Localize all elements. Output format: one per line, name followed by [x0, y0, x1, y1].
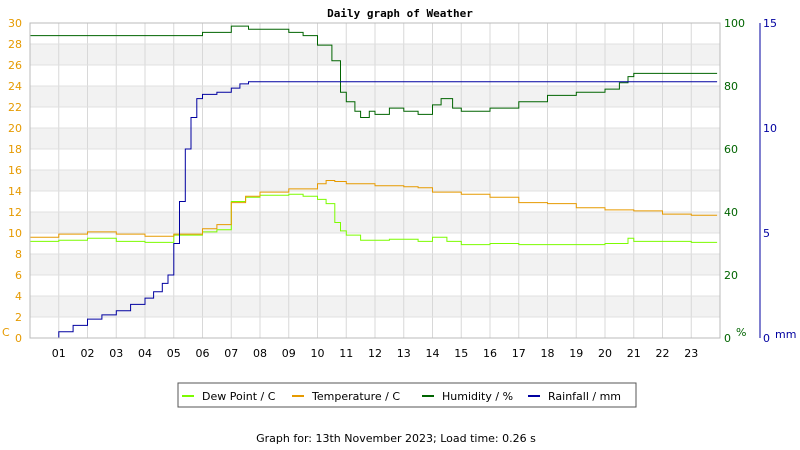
x-tick-label: 04 [138, 347, 152, 360]
x-tick-label: 22 [656, 347, 670, 360]
x-tick-label: 18 [541, 347, 555, 360]
rain-tick-label: 10 [763, 122, 777, 135]
legend: Dew Point / C Temperature / C Humidity / %… [177, 382, 637, 408]
x-tick-label: 14 [426, 347, 440, 360]
temp-tick-label: 30 [8, 17, 22, 30]
humidity-tick-label: 100 [724, 17, 745, 30]
x-tick-label: 11 [339, 347, 353, 360]
temp-tick-label: 12 [8, 206, 22, 219]
rain-tick-label: 15 [763, 17, 777, 30]
legend-label-2: Temperature / C [311, 390, 400, 403]
x-tick-label: 08 [253, 347, 267, 360]
temp-unit-label: C [2, 326, 10, 339]
temp-tick-label: 6 [15, 269, 22, 282]
plot-frame [29, 22, 721, 339]
temp-tick-label: 26 [8, 59, 22, 72]
legend-label-3: Humidity / % [442, 390, 513, 403]
x-tick-label: 19 [569, 347, 583, 360]
series-lines [30, 25, 718, 339]
rain-unit-label: mm [775, 328, 796, 341]
x-tick-label: 03 [109, 347, 123, 360]
x-tick-label: 20 [598, 347, 612, 360]
x-tick-label: 09 [282, 347, 296, 360]
x-tick-label: 16 [483, 347, 497, 360]
legend-label-1: Dew Point / C [202, 390, 276, 403]
x-tick-label: 05 [167, 347, 181, 360]
temp-tick-label: 2 [15, 311, 22, 324]
x-tick-label: 12 [368, 347, 382, 360]
x-tick-label: 02 [81, 347, 95, 360]
temp-tick-label: 8 [15, 248, 22, 261]
chart-title: Daily graph of Weather [327, 7, 473, 20]
temp-tick-label: 18 [8, 143, 22, 156]
temp-tick-label: 16 [8, 164, 22, 177]
humidity-tick-label: 80 [724, 80, 738, 93]
legend-label-4: Rainfall / mm [548, 390, 621, 403]
x-tick-label: 07 [224, 347, 238, 360]
rain-tick-label: 0 [763, 332, 770, 345]
series-line-2 [30, 180, 718, 238]
series-line-1 [30, 193, 718, 246]
humidity-tick-label: 0 [724, 332, 731, 345]
legend-box [177, 382, 637, 408]
x-tick-label: 23 [684, 347, 698, 360]
axes: 01 02 03 04 05 06 07 08 09 10 11 12 13 14 15 16 17 18 19 20… [2, 17, 796, 360]
footer-text: Graph for: 13th November 2023; Load time… [256, 432, 536, 445]
series-line-4 [30, 81, 718, 339]
temp-tick-label: 0 [15, 332, 22, 345]
temp-tick-label: 10 [8, 227, 22, 240]
humidity-unit-label: % [736, 326, 746, 339]
x-tick-label: 01 [52, 347, 66, 360]
temp-tick-label: 28 [8, 38, 22, 51]
grid-lines [30, 23, 720, 338]
temp-tick-label: 22 [8, 101, 22, 114]
series-line-3 [30, 25, 718, 118]
x-tick-label: 21 [627, 347, 641, 360]
temp-tick-label: 14 [8, 185, 22, 198]
temp-tick-label: 4 [15, 290, 22, 303]
x-tick-label: 17 [512, 347, 526, 360]
humidity-tick-label: 20 [724, 269, 738, 282]
x-tick-label: 15 [454, 347, 468, 360]
rain-tick-label: 5 [763, 227, 770, 240]
humidity-tick-label: 40 [724, 206, 738, 219]
humidity-tick-label: 60 [724, 143, 738, 156]
x-tick-label: 10 [311, 347, 325, 360]
x-tick-label: 06 [196, 347, 210, 360]
x-tick-label: 13 [397, 347, 411, 360]
temp-tick-label: 24 [8, 80, 22, 93]
temp-tick-label: 20 [8, 122, 22, 135]
